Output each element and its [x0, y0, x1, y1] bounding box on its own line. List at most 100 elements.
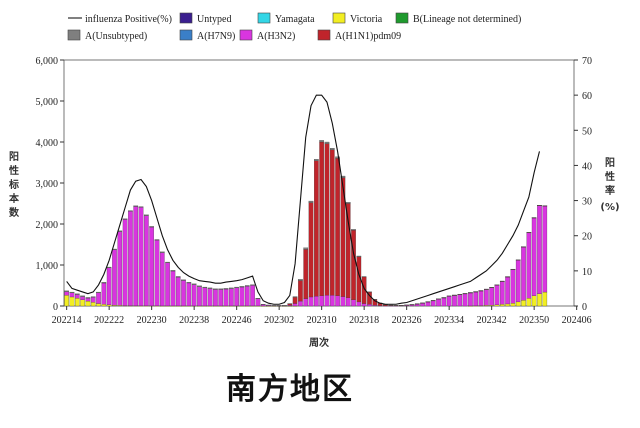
- bar: [351, 229, 356, 231]
- bar: [441, 297, 447, 307]
- bar: [526, 298, 532, 307]
- left-tick-label: 6,000: [36, 56, 59, 67]
- bar: [101, 282, 107, 305]
- bar: [526, 232, 532, 299]
- bar: [90, 297, 96, 303]
- bar: [308, 296, 314, 307]
- bar: [234, 286, 239, 289]
- bar: [441, 297, 447, 299]
- bar: [85, 300, 91, 307]
- bar: [175, 277, 181, 307]
- bar: [138, 206, 144, 208]
- bar: [181, 280, 186, 307]
- bar: [510, 303, 516, 307]
- bar: [266, 304, 271, 306]
- bar: [526, 232, 532, 233]
- y-right-axis-title: 阳性率: [604, 157, 615, 197]
- y-left-axis-title-char: 阳: [9, 151, 19, 163]
- bar: [239, 286, 245, 307]
- bar: [324, 141, 330, 144]
- bar: [468, 292, 473, 307]
- bar: [64, 290, 69, 292]
- right-tick-label: 40: [582, 161, 592, 172]
- bar: [457, 294, 463, 307]
- bar: [489, 287, 494, 288]
- bar: [101, 282, 107, 284]
- x-tick-label: 202238: [179, 315, 209, 326]
- bar: [319, 141, 324, 296]
- bar: [255, 298, 261, 299]
- bar: [250, 285, 255, 307]
- left-tick-label: 2,000: [36, 220, 59, 231]
- bar: [191, 284, 197, 307]
- bar: [452, 294, 457, 296]
- positive-rate-line-area: [66, 94, 541, 305]
- bar: [74, 298, 80, 307]
- bar: [351, 299, 356, 307]
- bar: [144, 215, 149, 306]
- bar: [122, 218, 128, 220]
- bar: [271, 305, 277, 306]
- bar: [335, 156, 340, 159]
- bar: [499, 281, 505, 305]
- x-tick-label: 202342: [477, 315, 507, 326]
- bar: [404, 304, 409, 306]
- bar: [531, 295, 537, 307]
- bar: [314, 159, 319, 161]
- bar: [218, 289, 224, 307]
- bar: [255, 298, 261, 307]
- bar: [96, 291, 101, 294]
- bar: [213, 289, 218, 307]
- bar: [314, 160, 319, 297]
- bar: [537, 293, 542, 307]
- bar: [96, 303, 101, 307]
- bar: [85, 297, 91, 299]
- legend: influenza Positive(%) Untyped Yamagata Vict…: [67, 12, 521, 42]
- bar: [324, 143, 330, 296]
- legend-swatch: [257, 12, 271, 24]
- bar: [361, 276, 367, 278]
- bar: [542, 291, 548, 307]
- x-tick-label: 202318: [349, 315, 379, 326]
- bar: [69, 292, 75, 298]
- bar: [276, 305, 282, 306]
- legend-swatch: [332, 12, 346, 24]
- x-tick-label: 202406: [562, 315, 592, 326]
- right-tick-label: 0: [582, 302, 587, 313]
- bar: [340, 296, 346, 307]
- bar: [138, 207, 144, 306]
- right-tick-label: 20: [582, 232, 592, 243]
- bar: [197, 286, 202, 307]
- bar: [425, 301, 431, 303]
- legend-label: Untyped: [197, 14, 231, 25]
- legend-label: A(H7N9): [197, 31, 235, 42]
- legend-swatch: [179, 29, 193, 41]
- bar: [159, 251, 165, 253]
- bar: [329, 148, 335, 150]
- bar: [197, 285, 202, 287]
- bar: [308, 202, 314, 298]
- right-tick-label: 60: [582, 91, 592, 102]
- legend-label: A(H3N2): [257, 31, 295, 42]
- bar: [499, 280, 505, 282]
- x-tick-label: 202230: [137, 315, 167, 326]
- bar: [96, 292, 101, 304]
- bar: [515, 259, 521, 303]
- bar: [117, 231, 123, 306]
- bar: [478, 290, 484, 292]
- bar: [244, 286, 250, 307]
- bar: [446, 295, 452, 297]
- bar: [303, 298, 309, 307]
- x-tick-label: 202302: [264, 315, 294, 326]
- bar: [244, 285, 250, 287]
- bar: [473, 291, 479, 306]
- bar: [250, 284, 255, 286]
- bar: [436, 298, 441, 300]
- left-tick-label: 0: [53, 302, 58, 313]
- bar: [303, 247, 309, 250]
- bar: [515, 259, 521, 261]
- bar: [510, 269, 516, 304]
- bar: [478, 290, 484, 306]
- x-axis-title: 周次: [309, 336, 329, 349]
- bar: [505, 276, 510, 305]
